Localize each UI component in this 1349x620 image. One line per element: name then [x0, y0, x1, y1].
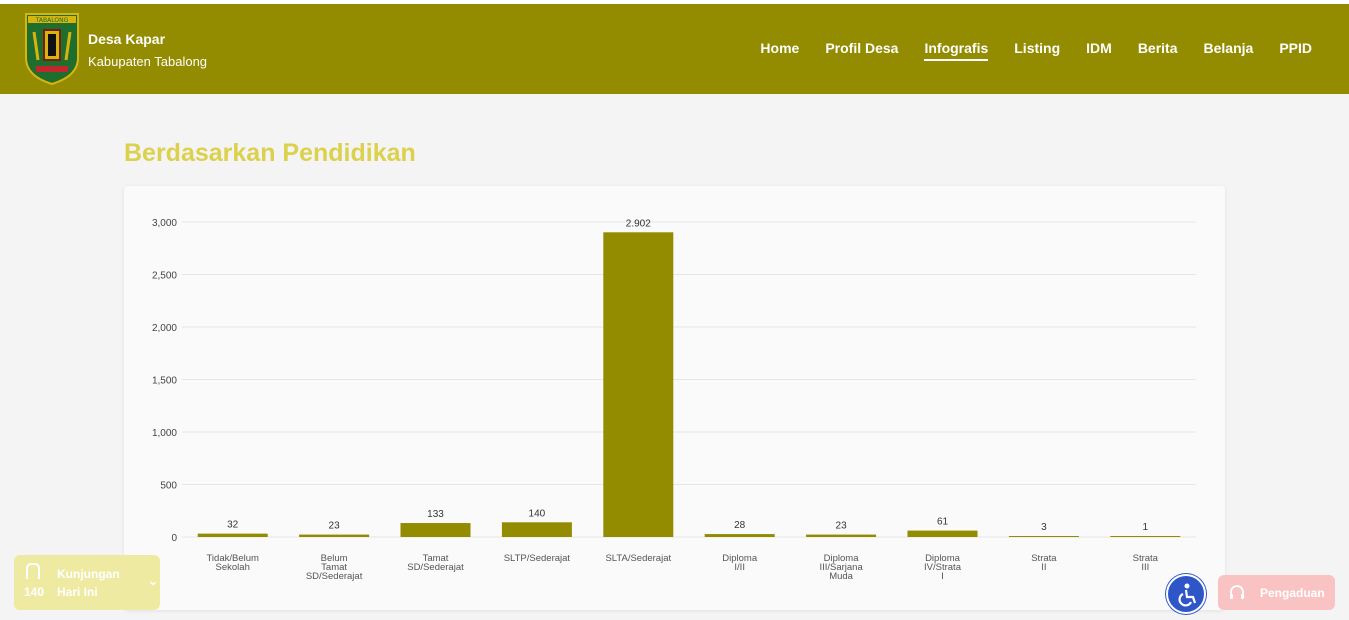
- headset-icon: [1230, 585, 1244, 599]
- top-strip: [0, 0, 1349, 4]
- bar: [603, 232, 674, 537]
- building-icon: [26, 563, 40, 579]
- main-nav: Home Profil Desa Infografis Listing IDM …: [760, 40, 1312, 61]
- bar: [1008, 536, 1079, 537]
- nav-home[interactable]: Home: [760, 40, 800, 56]
- y-tick-label: 0: [171, 533, 177, 544]
- x-tick-label: Strata: [1031, 553, 1057, 564]
- x-tick-label: SD/Sederajat: [306, 571, 363, 582]
- bar-value-label: 23: [329, 521, 341, 532]
- x-tick-label: Diploma: [925, 553, 961, 564]
- bar-value-label: 133: [427, 509, 444, 520]
- bar-value-label: 32: [227, 520, 239, 531]
- bar-value-label: 140: [529, 508, 546, 519]
- x-tick-label: SLTA/Sederajat: [605, 553, 671, 564]
- accessibility-button[interactable]: [1166, 574, 1206, 614]
- x-tick-label: SD/Sederajat: [407, 562, 464, 573]
- bar-value-label: 2.902: [626, 218, 651, 229]
- site-header: TABALONG Desa Kapar Kabupaten Tabalong H…: [0, 4, 1349, 94]
- nav-profil-desa[interactable]: Profil Desa: [825, 40, 899, 56]
- visits-widget[interactable]: 140 Kunjungan Hari Ini ⌄: [14, 555, 160, 610]
- visits-count: 140: [24, 585, 45, 599]
- x-tick-label: III: [1141, 562, 1149, 573]
- bar: [400, 523, 471, 537]
- nav-listing[interactable]: Listing: [1014, 40, 1061, 56]
- x-tick-label: Tidak/Belum: [206, 553, 259, 564]
- x-tick-label: Sekolah: [216, 562, 250, 573]
- tabalong-logo[interactable]: TABALONG: [24, 12, 80, 86]
- y-tick-label: 1,500: [152, 376, 177, 387]
- x-tick-label: III/Sarjana: [819, 562, 863, 573]
- x-tick-label: II: [1041, 562, 1046, 573]
- bar: [806, 534, 877, 537]
- nav-ppid[interactable]: PPID: [1279, 40, 1312, 56]
- bar-value-label: 1: [1143, 522, 1149, 533]
- x-tick-label: Tamat: [321, 562, 347, 573]
- y-tick-label: 2,500: [152, 271, 177, 282]
- wheelchair-icon: [1178, 583, 1197, 607]
- bar: [197, 533, 268, 537]
- education-bar-chart: 0 500 1,000 1,500 2,000 2,500 3,000 32 Tidak/Bel…: [152, 218, 1196, 582]
- x-tick-label: Muda: [829, 571, 853, 582]
- bar: [501, 522, 572, 537]
- bar: [299, 534, 370, 537]
- y-tick-label: 3,000: [152, 218, 177, 229]
- x-tick-label: Diploma: [824, 553, 860, 564]
- x-tick-label: IV/Strata: [924, 562, 962, 573]
- bar: [1110, 536, 1181, 537]
- bar-value-label: 23: [836, 521, 848, 532]
- brand-subtitle: Kabupaten Tabalong: [88, 54, 208, 69]
- bar: [907, 530, 978, 537]
- x-tick-label: Strata: [1133, 553, 1159, 564]
- section-title: Berdasarkan Pendidikan: [124, 139, 416, 167]
- nav-berita[interactable]: Berita: [1137, 40, 1178, 56]
- bar-value-label: 28: [734, 520, 746, 531]
- complaint-label: Pengaduan: [1260, 586, 1325, 600]
- nav-idm[interactable]: IDM: [1086, 40, 1112, 56]
- bar-value-label: 3: [1041, 522, 1047, 533]
- visits-label: Kunjungan: [57, 567, 120, 581]
- brand-title[interactable]: Desa Kapar: [88, 31, 166, 47]
- nav-infografis[interactable]: Infografis: [924, 40, 989, 61]
- y-tick-label: 2,000: [152, 323, 177, 334]
- x-tick-label: Diploma: [722, 553, 758, 564]
- complaint-button[interactable]: Pengaduan: [1218, 575, 1335, 610]
- chevron-down-icon[interactable]: ⌄: [148, 574, 159, 588]
- x-tick-label: SLTP/Sederajat: [504, 553, 571, 564]
- x-tick-label: I/II: [734, 562, 745, 573]
- x-tick-label: Tamat: [423, 553, 449, 564]
- logo-text: TABALONG: [35, 17, 69, 24]
- nav-belanja[interactable]: Belanja: [1203, 40, 1254, 56]
- x-tick-label: I: [941, 571, 944, 582]
- x-tick-label: Belum: [321, 553, 348, 564]
- visits-sublabel: Hari Ini: [57, 585, 98, 599]
- bar-value-label: 61: [937, 517, 949, 528]
- chart-card: 0 500 1,000 1,500 2,000 2,500 3,000 32 Tidak/Bel…: [124, 186, 1225, 610]
- y-tick-label: 500: [160, 481, 177, 492]
- y-tick-label: 1,000: [152, 428, 177, 439]
- bar: [704, 534, 775, 537]
